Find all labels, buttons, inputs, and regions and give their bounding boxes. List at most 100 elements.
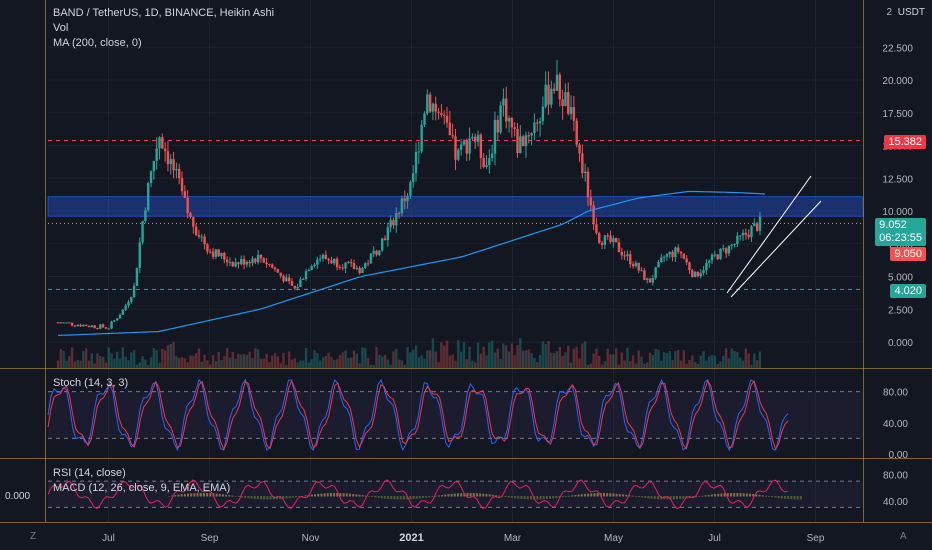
candle-body (290, 281, 294, 286)
volume-bar (451, 354, 454, 368)
macd-histogram-bar (622, 494, 625, 497)
candle-body (603, 235, 607, 245)
volume-bar (245, 354, 249, 368)
macd-histogram-bar (628, 495, 631, 497)
volume-bar (660, 360, 663, 368)
currency-label[interactable]: USDT (897, 7, 925, 18)
volume-bar (287, 351, 291, 368)
macd-histogram-bar (745, 493, 748, 497)
candle-body (437, 111, 440, 113)
stoch-legend[interactable]: Stoch (14, 3, 3) (53, 377, 129, 389)
time-tick-label: Nov (302, 533, 320, 544)
candle-body (375, 250, 378, 255)
macd-histogram-bar (304, 495, 307, 497)
macd-histogram-bar (218, 493, 221, 497)
volume-bar (79, 360, 82, 368)
price-tick-label: 2.500 (888, 305, 913, 316)
candle-body (753, 223, 756, 227)
rsi-line (47, 479, 789, 510)
candle-body (719, 248, 722, 260)
candle-body (251, 258, 254, 264)
volume-bar (688, 359, 691, 368)
volume-bar (220, 359, 223, 368)
volume-bar (572, 348, 576, 368)
volume-bar (361, 347, 364, 368)
volume-bar (217, 351, 220, 368)
volume-bar (395, 348, 398, 368)
macd-histogram-bar (580, 494, 583, 497)
volume-bar (519, 338, 522, 368)
volume-bar (524, 350, 528, 368)
volume-bar (183, 358, 187, 368)
macd-histogram-bar (460, 493, 463, 497)
candle-body (713, 254, 717, 256)
macd-histogram-bar (609, 493, 612, 497)
candle-body (135, 267, 139, 286)
volume-bar (462, 342, 466, 368)
volume-bar (665, 353, 669, 368)
volume-bar (465, 359, 468, 368)
macd-histogram-bar (669, 496, 672, 500)
candle-body (589, 197, 593, 206)
volume-bar (637, 350, 640, 368)
candle-body (524, 135, 528, 147)
candle-body (662, 256, 666, 258)
candle-body (237, 262, 240, 265)
macd-histogram-bar (444, 494, 447, 497)
rsi-legend[interactable]: RSI (14, close) (53, 467, 126, 479)
macd-histogram-bar (793, 496, 796, 500)
macd-histogram-bar (390, 496, 393, 500)
candle-body (349, 261, 353, 264)
macd-histogram-bar (466, 493, 469, 497)
volume-bar (172, 341, 175, 368)
candle-body (586, 171, 590, 198)
candle-body (505, 98, 508, 122)
volume-bar (327, 352, 330, 368)
candle-body (536, 122, 539, 124)
macd-histogram-bar (761, 495, 764, 497)
candle-body (361, 267, 364, 274)
macd-histogram-bar (472, 493, 475, 497)
volume-bar (530, 353, 533, 368)
ma-200-line (57, 190, 766, 336)
candle-body (417, 151, 421, 153)
volume-bar (583, 341, 587, 368)
volume-bar (113, 358, 116, 368)
macd-histogram-bar (374, 496, 377, 498)
candle-body (386, 227, 390, 241)
macd-histogram-bar (241, 496, 244, 498)
volume-bar (87, 360, 91, 368)
stoch-d-line (47, 379, 789, 451)
volume-bar (158, 362, 161, 368)
volume-legend[interactable]: Vol (53, 22, 69, 34)
volume-bar (96, 353, 99, 368)
volume-bar (420, 355, 423, 368)
volume-bar (685, 363, 688, 368)
candle-body (423, 113, 426, 125)
macd-histogram-bar (755, 494, 758, 497)
volume-bar (640, 356, 643, 368)
candle-body (685, 258, 688, 263)
candle-body (366, 263, 370, 265)
volume-bar (228, 357, 232, 368)
macd-legend[interactable]: MACD (12, 26, close, 9, EMA, EMA) (53, 482, 231, 494)
ma-legend[interactable]: MA (200, close, 0) (53, 37, 142, 49)
candle-body (493, 120, 497, 154)
candle-body (293, 285, 297, 289)
candle-body (569, 107, 573, 114)
volume-bar (321, 357, 325, 368)
candle-body (262, 258, 265, 263)
volume-bar (595, 348, 598, 368)
candle-body (519, 136, 522, 154)
macd-histogram-bar (507, 496, 510, 498)
symbol-title[interactable]: BAND / TetherUS, 1D, BINANCE, Heikin Ash… (53, 7, 275, 19)
candle-body (648, 278, 652, 283)
volume-bar (631, 355, 635, 368)
candle-body (550, 88, 553, 105)
volume-bar (251, 358, 254, 368)
macd-histogram-bar (348, 493, 351, 497)
volume-bar (352, 350, 356, 368)
log-scale-icon[interactable]: Z (30, 531, 37, 542)
auto-scale-icon[interactable]: A (900, 531, 907, 542)
